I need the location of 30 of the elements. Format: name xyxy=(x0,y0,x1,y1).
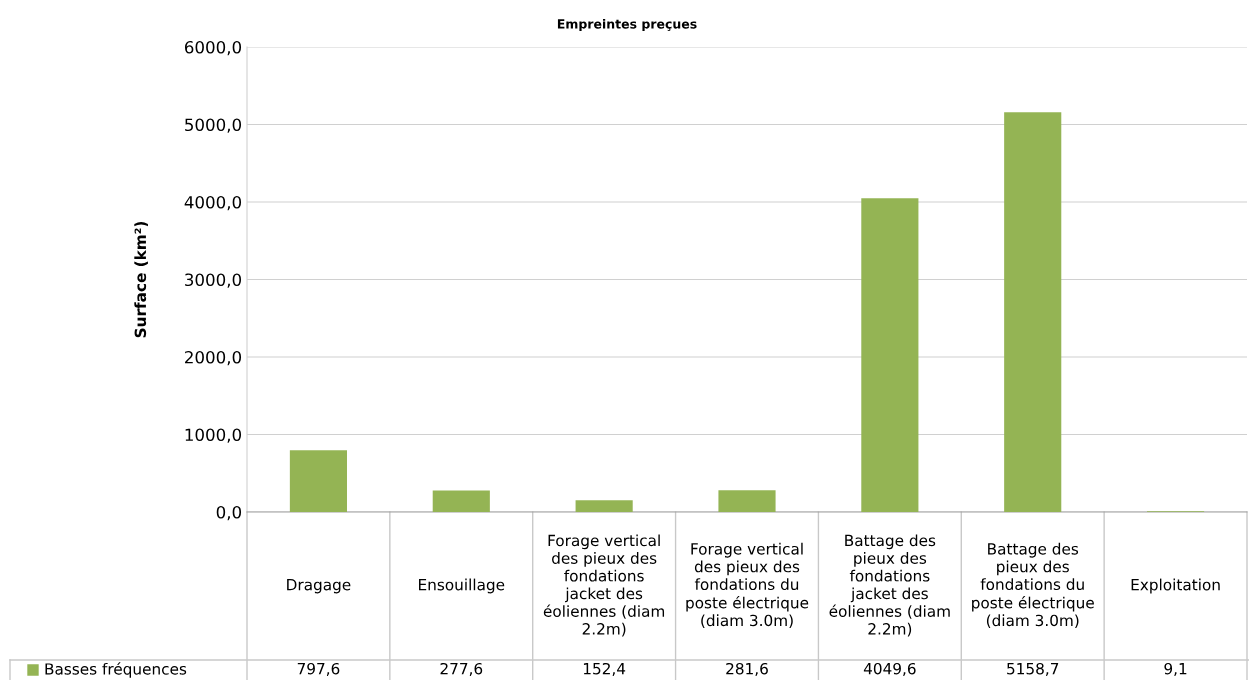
bar xyxy=(1004,112,1062,512)
bar xyxy=(575,500,633,512)
x-tick-label: Battage des pieux des fondations jacket des éoliennes (diam 2.2m) xyxy=(829,534,950,637)
data-label: 152,4 xyxy=(583,662,626,676)
x-tick-label: Battage des pieux des fondations du poste électrique (diam 3.0m) xyxy=(972,542,1094,628)
bar xyxy=(861,198,919,512)
chart-title: Empreintes preçues xyxy=(557,18,697,32)
data-label: 4049,6 xyxy=(863,662,916,676)
x-tick-label: Dragage xyxy=(287,579,351,594)
y-tick-label: 5000,0 xyxy=(185,118,242,133)
data-label: 797,6 xyxy=(297,662,340,676)
x-tick-label: Forage vertical des pieux des fondations jacket des éoliennes (diam 2.2m) xyxy=(543,534,665,637)
y-tick-label: 3000,0 xyxy=(185,273,242,288)
data-label: 281,6 xyxy=(726,662,768,676)
y-tick-label: 1000,0 xyxy=(185,428,242,443)
bar xyxy=(289,450,347,512)
x-tick-label: Forage vertical des pieux des fondations du poste électrique (diam 3.0m) xyxy=(686,542,809,628)
y-tick-label: 6000,0 xyxy=(184,40,242,56)
y-tick-label: 4000,0 xyxy=(184,195,242,211)
bar xyxy=(432,490,490,512)
y-tick-label: 2000,0 xyxy=(185,350,242,366)
bar xyxy=(718,490,776,512)
data-label: 277,6 xyxy=(440,662,483,676)
y-axis-title: Surface (km²) xyxy=(134,221,148,338)
legend-label: Basses fréquences xyxy=(45,662,187,678)
data-label: 5158,7 xyxy=(1007,662,1059,676)
x-tick-label: Ensouillage xyxy=(419,578,505,594)
data-label: 9,1 xyxy=(1164,662,1187,676)
y-tick-label: 0,0 xyxy=(216,505,242,521)
x-tick-label: Exploitation xyxy=(1131,578,1220,594)
